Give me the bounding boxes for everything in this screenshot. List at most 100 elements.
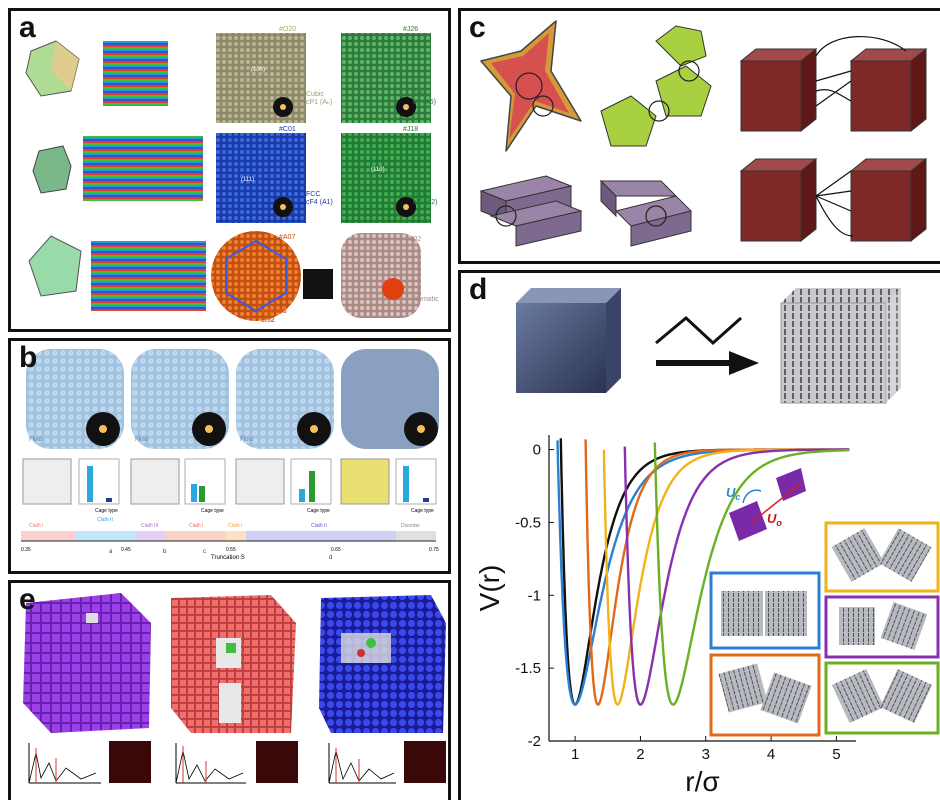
svg-text:Clath I: Clath I: [228, 523, 242, 529]
svg-text:Uo: Uo: [767, 511, 782, 528]
simulation-snapshot: [171, 595, 296, 733]
crystal-cubic: #O20 Cubic cP1 (Aₕ) (100): [216, 26, 332, 123]
stacked-crystal: [91, 241, 206, 311]
potential-chart: 0 -0.5 -1 -1.5 -2 1 2 3 4 5 r/σ V(r): [474, 435, 856, 797]
snapshot: Fluid: [131, 349, 229, 449]
crystal-bcc: #J18 BCC cI2 (A2) (110): [341, 126, 438, 223]
polyhedron-icon: [25, 40, 80, 97]
svg-text:c: c: [203, 549, 206, 555]
svg-text:Uc: Uc: [726, 485, 740, 502]
svg-text:(110): (110): [371, 167, 385, 173]
snapshot: Fluid: [236, 349, 334, 449]
slab-particles: [479, 175, 692, 247]
svg-text:Clath II: Clath II: [97, 517, 113, 523]
config-box-yellow: [824, 521, 940, 593]
panel-label-e: e: [19, 583, 36, 616]
cage-bar-chart: Cage type: [395, 458, 437, 514]
stacked-crystal: [103, 41, 168, 106]
rdf-plot: [28, 741, 151, 784]
crystal-gamma-brass: #A07 γ-Brass cI52: [211, 231, 333, 324]
orientation-diagram: Uc Uo: [726, 468, 806, 541]
cage-structure: [130, 458, 180, 505]
y-tick-label: -2: [528, 733, 541, 750]
svg-text:Clath I: Clath I: [29, 523, 43, 529]
svg-text:Cage type: Cage type: [307, 508, 330, 514]
potential-curve: [653, 442, 850, 706]
svg-text:(111): (111): [241, 177, 254, 183]
config-box-orange: [709, 653, 821, 737]
svg-text:Disorder: Disorder: [401, 523, 420, 529]
y-axis-label: V(r): [474, 565, 505, 612]
panel-a: a: [8, 8, 451, 332]
svg-text:BCC: BCC: [413, 191, 428, 198]
x-tick-label: 1: [571, 746, 579, 763]
svg-text:Cage type: Cage type: [95, 508, 118, 514]
panel-d-figure: 0 -0.5 -1 -1.5 -2 1 2 3 4 5 r/σ V(r) Uc Uo: [474, 288, 940, 797]
spiky-cube: [780, 288, 901, 404]
panel-b: b Fluid Fluid Fluid: [8, 338, 451, 574]
patchy-cubes: [739, 35, 928, 243]
svg-text:(100): (100): [251, 67, 265, 73]
svg-text:cF4 (A1): cF4 (A1): [306, 199, 333, 206]
svg-text:FCC: FCC: [306, 191, 320, 198]
svg-text:Nematic: Nematic: [413, 296, 439, 303]
svg-text:#A07: #A07: [279, 234, 295, 241]
svg-text:#O20: #O20: [279, 26, 296, 33]
simulation-snapshot: [23, 593, 151, 733]
svg-text:0.35: 0.35: [21, 547, 31, 553]
y-tick-label: -1.5: [515, 660, 541, 677]
svg-text:Truncation S: Truncation S: [211, 555, 245, 561]
crystal-beta-sn: #J26 β-Sn tI4 (A5): [341, 26, 436, 123]
crystal-fcc: #C01 FCC cF4 (A1) (111): [216, 126, 333, 223]
svg-text:Cage type: Cage type: [411, 508, 434, 514]
x-tick-label: 5: [832, 746, 840, 763]
svg-text:0.45: 0.45: [121, 547, 131, 553]
rdf-plot: [328, 741, 446, 784]
x-tick-label: 2: [636, 746, 644, 763]
svg-text:#J02: #J02: [406, 236, 421, 243]
cage-structure: [340, 458, 390, 505]
stacked-crystal: [83, 136, 203, 201]
panel-label-d: d: [469, 273, 488, 306]
svg-text:d: d: [329, 555, 332, 561]
cage-bar-chart: Cage type: [184, 458, 226, 514]
polyhedron-icon: [32, 145, 72, 194]
config-box-blue: [709, 571, 821, 650]
pentagon-particles: [600, 25, 712, 147]
smooth-cube: [516, 288, 621, 393]
potential-curve: [623, 446, 850, 706]
crystal-nematic: #J02 Nematic: [341, 233, 439, 318]
y-tick-label: -1: [528, 587, 541, 604]
svg-text:0.65: 0.65: [331, 547, 341, 553]
svg-text:β-Sn: β-Sn: [413, 91, 428, 98]
panel-label-a: a: [19, 11, 36, 44]
phase-diagram-bar: Clath I Clath II Clath III Clath I Clath…: [21, 517, 439, 561]
panel-b-figure: Fluid Fluid Fluid Cage type: [21, 349, 439, 561]
svg-text:cI52: cI52: [261, 317, 275, 324]
x-tick-label: 3: [702, 746, 710, 763]
svg-text:tI4 (A5): tI4 (A5): [413, 99, 436, 106]
svg-text:a: a: [109, 549, 113, 555]
simulation-snapshot: [319, 595, 446, 733]
panel-label-b: b: [19, 341, 38, 374]
snapshot: [341, 349, 439, 449]
svg-text:b: b: [163, 549, 167, 555]
panel-e-figure: [23, 593, 446, 784]
cage-structure: [235, 458, 285, 505]
svg-text:Clath I: Clath I: [189, 523, 203, 529]
svg-text:Clath II: Clath II: [311, 523, 327, 529]
svg-text:0.55: 0.55: [226, 547, 236, 553]
svg-text:Fluid: Fluid: [29, 437, 42, 443]
x-tick-label: 4: [767, 746, 775, 763]
svg-text:#J18: #J18: [403, 126, 418, 133]
cage-bar-chart: Cage type: [290, 458, 332, 514]
svg-text:cI2 (A2): cI2 (A2): [413, 199, 438, 206]
panel-c: c: [458, 8, 940, 264]
cage-bar-chart: Cage type: [78, 458, 120, 514]
svg-text:Cubic: Cubic: [306, 91, 324, 98]
config-box-green: [824, 661, 940, 735]
svg-text:cP1 (Aₕ): cP1 (Aₕ): [306, 99, 332, 106]
snapshot: Fluid: [26, 349, 124, 449]
rdf-plot: [175, 741, 298, 784]
y-tick-label: 0: [533, 442, 541, 459]
